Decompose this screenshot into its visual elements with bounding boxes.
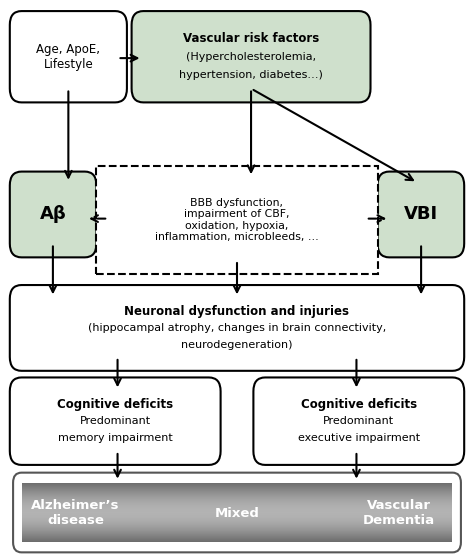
FancyArrowPatch shape <box>254 90 413 180</box>
FancyArrowPatch shape <box>418 247 424 292</box>
Text: Alzheimer’s
disease: Alzheimer’s disease <box>31 499 119 527</box>
Text: Vascular risk factors: Vascular risk factors <box>183 32 319 45</box>
Text: Age, ApoE,
Lifestyle: Age, ApoE, Lifestyle <box>36 42 100 71</box>
FancyBboxPatch shape <box>10 377 220 465</box>
Text: Cognitive deficits: Cognitive deficits <box>57 397 173 411</box>
FancyArrowPatch shape <box>353 360 360 385</box>
FancyArrowPatch shape <box>91 215 105 222</box>
Text: BBB dysfunction,
impairment of CBF,
oxidation, hypoxia,
inflammation, microbleed: BBB dysfunction, impairment of CBF, oxid… <box>155 197 319 243</box>
FancyBboxPatch shape <box>377 172 464 257</box>
FancyArrowPatch shape <box>114 454 121 476</box>
FancyArrowPatch shape <box>369 215 384 222</box>
FancyArrowPatch shape <box>353 454 360 476</box>
FancyArrowPatch shape <box>50 247 56 292</box>
FancyBboxPatch shape <box>10 11 127 102</box>
Text: neurodegeneration): neurodegeneration) <box>181 339 293 349</box>
FancyBboxPatch shape <box>10 172 97 257</box>
FancyBboxPatch shape <box>97 166 377 274</box>
Text: Predominant: Predominant <box>323 416 394 426</box>
Text: Neuronal dysfunction and injuries: Neuronal dysfunction and injuries <box>125 305 349 318</box>
Text: hypertension, diabetes…): hypertension, diabetes…) <box>179 70 323 80</box>
Text: memory impairment: memory impairment <box>58 433 173 443</box>
Text: Aβ: Aβ <box>40 206 66 224</box>
FancyBboxPatch shape <box>254 377 464 465</box>
FancyArrowPatch shape <box>65 91 72 178</box>
Text: Mixed: Mixed <box>215 506 259 519</box>
Text: Vascular
Dementia: Vascular Dementia <box>363 499 435 527</box>
Text: Predominant: Predominant <box>80 416 151 426</box>
Text: (Hypercholesterolemia,: (Hypercholesterolemia, <box>186 52 316 61</box>
FancyArrowPatch shape <box>248 91 255 172</box>
Text: VBI: VBI <box>404 206 438 224</box>
FancyBboxPatch shape <box>132 11 371 102</box>
FancyArrowPatch shape <box>114 360 121 385</box>
FancyArrowPatch shape <box>234 263 240 292</box>
Text: executive impairment: executive impairment <box>298 433 420 443</box>
Text: (hippocampal atrophy, changes in brain connectivity,: (hippocampal atrophy, changes in brain c… <box>88 323 386 333</box>
FancyBboxPatch shape <box>10 285 464 371</box>
FancyArrowPatch shape <box>120 55 137 61</box>
Text: Cognitive deficits: Cognitive deficits <box>301 397 417 411</box>
